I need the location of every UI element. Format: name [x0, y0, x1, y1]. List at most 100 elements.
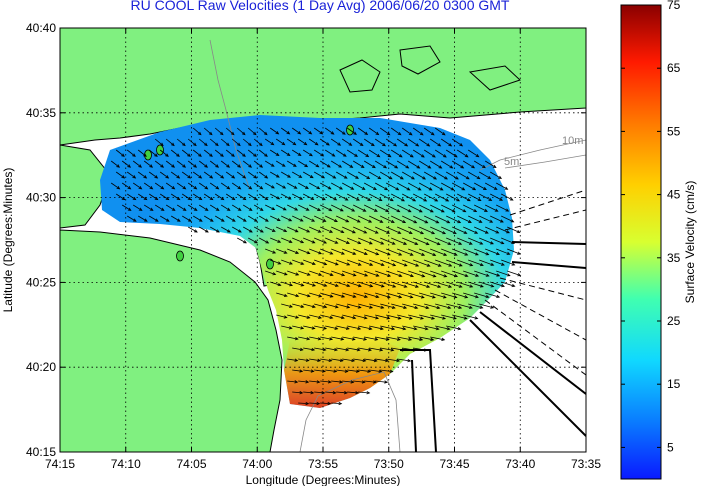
velocity-vector-head [475, 252, 479, 256]
velocity-vector-head [385, 358, 389, 363]
velocity-vector-head [311, 304, 316, 309]
velocity-vector-head [479, 262, 484, 267]
velocity-vector-head [475, 153, 480, 158]
velocity-vector [468, 259, 484, 266]
velocity-vector [209, 226, 220, 233]
velocity-vector-head [447, 305, 452, 310]
velocity-vector [390, 149, 403, 158]
velocity-vector-head [413, 220, 418, 224]
velocity-vector-head [259, 207, 264, 211]
velocity-vector-head [482, 164, 486, 169]
velocity-vector [325, 237, 338, 244]
velocity-vector [342, 292, 356, 298]
velocity-vector [462, 160, 475, 169]
velocity-vector-head [484, 208, 488, 212]
velocity-vector [440, 138, 452, 147]
velocity-vector-head [197, 131, 202, 136]
colorbar-tick-label: 15 [667, 377, 681, 391]
x-tick-label: 73:40 [505, 457, 535, 471]
velocity-vector [298, 380, 309, 383]
velocity-vector [429, 182, 443, 191]
velocity-vector [336, 237, 350, 244]
velocity-vector [154, 182, 164, 190]
velocity-vector [390, 171, 404, 180]
velocity-vector [292, 325, 304, 329]
velocity-vector-head [346, 283, 351, 288]
velocity-vector [236, 193, 246, 200]
velocity-vector [342, 358, 355, 362]
velocity-vector-head [488, 197, 493, 201]
velocity-vector [391, 303, 407, 309]
velocity-vector-head [238, 229, 242, 233]
velocity-vector [424, 259, 442, 267]
velocity-vector-head [458, 263, 463, 267]
velocity-vector-head [506, 251, 511, 255]
velocity-vector-head [265, 240, 270, 244]
velocity-vector-head [165, 196, 170, 201]
velocity-vector-head [390, 348, 395, 352]
velocity-vector [363, 138, 375, 146]
velocity-vector [303, 325, 315, 329]
x-tick-label: 73:50 [374, 457, 404, 471]
velocity-vector [320, 336, 333, 340]
velocity-vector-head [490, 305, 495, 309]
velocity-vector [192, 127, 202, 135]
velocity-vector [170, 171, 180, 179]
velocity-vector-head [338, 401, 343, 406]
velocity-vector-head [276, 196, 281, 200]
velocity-vector-head [395, 187, 400, 191]
velocity-vector [408, 204, 423, 213]
velocity-vector [302, 171, 314, 178]
velocity-vector-head [248, 185, 253, 190]
velocity-vector [363, 182, 377, 190]
velocity-vector-head [423, 198, 428, 202]
velocity-vector-head [391, 241, 396, 245]
velocity-vector [501, 281, 515, 287]
velocity-vector [309, 358, 321, 362]
velocity-vector-head [341, 294, 346, 298]
velocity-vector-head [352, 230, 356, 234]
velocity-vector-head [327, 380, 332, 384]
velocity-vector [309, 336, 321, 340]
velocity-vector [446, 215, 461, 223]
velocity-vector [292, 259, 304, 265]
velocity-vector-head [352, 273, 357, 277]
velocity-vector [115, 149, 125, 157]
velocity-vector-head [448, 143, 453, 147]
velocity-vector [346, 171, 359, 179]
velocity-vector-head [369, 262, 374, 266]
velocity-vector-head [373, 358, 378, 363]
velocity-vector-head [318, 315, 323, 319]
velocity-vector [408, 292, 425, 298]
velocity-vector-head [143, 153, 147, 157]
velocity-vector [423, 149, 436, 158]
velocity-vector-head [329, 229, 334, 233]
velocity-vector-head [281, 141, 286, 146]
velocity-vector [220, 204, 231, 211]
velocity-vector-head [468, 241, 473, 245]
velocity-vector [369, 237, 384, 245]
velocity-vector-head [329, 337, 334, 341]
velocity-vector [236, 237, 247, 244]
velocity-vector-head [275, 131, 280, 135]
velocity-vector [258, 215, 269, 222]
velocity-vector [236, 149, 246, 157]
radar-site-marker [176, 250, 184, 262]
velocity-vector-head [384, 380, 389, 384]
velocity-vector-head [283, 228, 288, 233]
velocity-vector [325, 281, 339, 287]
contour-label-10m: 10m [562, 135, 583, 147]
velocity-vector [242, 204, 253, 211]
velocity-vector [225, 149, 235, 157]
velocity-vector-head [209, 196, 214, 201]
velocity-vector [324, 171, 336, 179]
velocity-vector [379, 193, 394, 202]
velocity-vector [286, 160, 297, 167]
velocity-vector-head [464, 295, 469, 299]
velocity-vector-head [270, 141, 275, 146]
velocity-vector [298, 314, 310, 319]
velocity-vector-head [397, 131, 402, 136]
velocity-vector-head [332, 175, 337, 179]
velocity-vector [495, 182, 508, 190]
